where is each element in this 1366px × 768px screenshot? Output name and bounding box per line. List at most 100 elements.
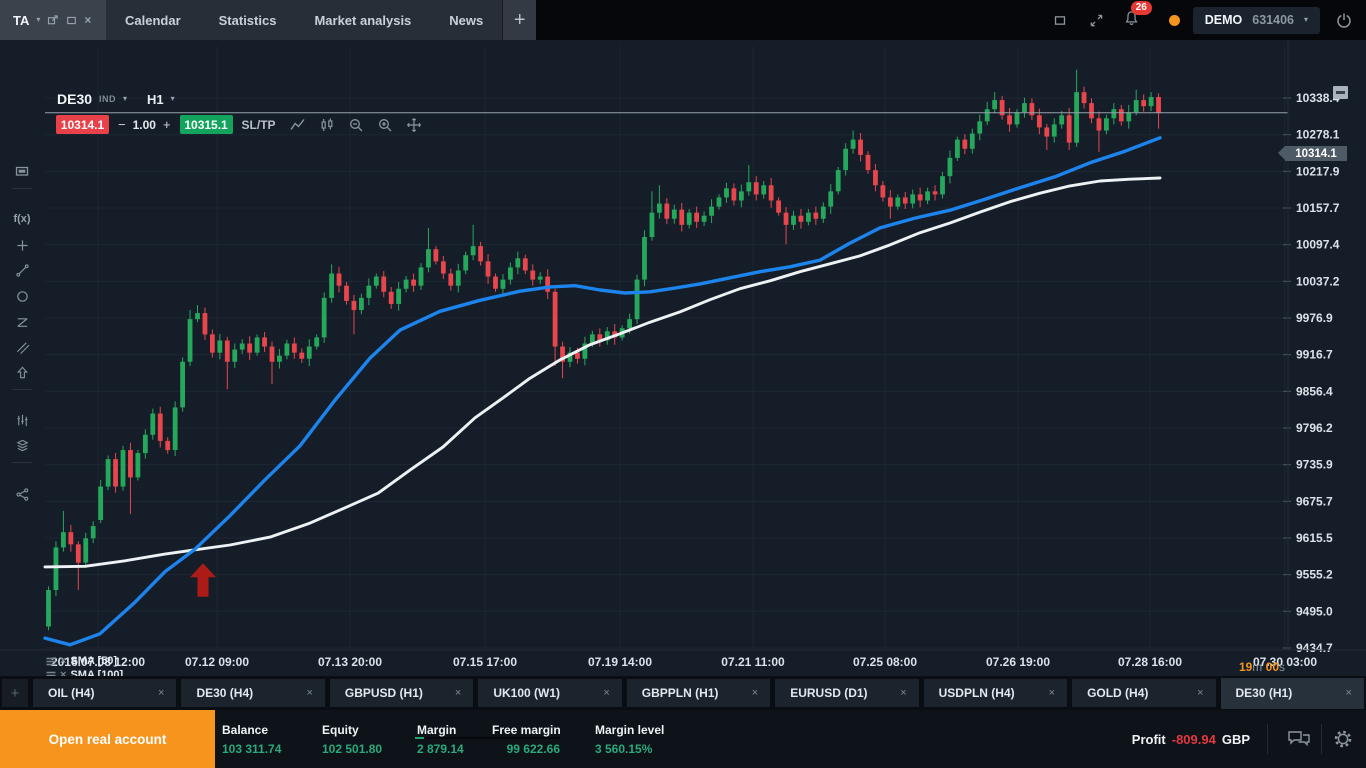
time-axis-label: 07.26 19:00 xyxy=(986,655,1050,669)
fullscreen-icon[interactable] xyxy=(1089,13,1104,28)
candlestick-chart-type-icon[interactable] xyxy=(319,117,335,133)
close-tab-icon[interactable]: × xyxy=(1345,687,1352,699)
sma-lines-layer xyxy=(43,136,1162,647)
status-bar: Open real account Balance 103 311.74 Equit… xyxy=(0,710,1366,768)
time-axis-label: 07.12 09:00 xyxy=(185,655,249,669)
fibonacci-tool-icon[interactable] xyxy=(0,313,44,331)
add-chart-tab-button[interactable]: + xyxy=(2,679,28,707)
price-axis-label: 9856.4 xyxy=(1296,384,1333,398)
indicator-settings-icon[interactable] xyxy=(46,657,56,666)
panels-layout-icon[interactable] xyxy=(0,162,44,180)
chart-workspace: 10338.4 10278.1 10217.9 10157.7 10097.4 10037… xyxy=(0,40,1366,681)
symbol-header: DE30 IND ▾ H1 ▾ xyxy=(57,91,175,107)
instrument-tab[interactable]: DE30 (H1) × xyxy=(1220,677,1364,709)
increase-volume-button[interactable]: + xyxy=(162,117,171,132)
price-axis-label: 9495.0 xyxy=(1296,604,1333,618)
chart-interval-icon[interactable] xyxy=(0,411,44,429)
time-axis-label: 07.13 20:00 xyxy=(318,655,382,669)
sltp-button[interactable]: SL/TP xyxy=(241,117,276,132)
top-tab-statistics[interactable]: Statistics xyxy=(218,12,277,28)
remove-indicator-icon[interactable]: × xyxy=(60,668,67,681)
top-bar: TA ▾ × Calendar Statistics Market analysis… xyxy=(0,0,1366,40)
top-tab-strip: Calendar Statistics Market analysis News xyxy=(106,0,503,40)
open-real-account-button[interactable]: Open real account xyxy=(0,710,215,768)
workspace-selector[interactable]: TA ▾ × xyxy=(0,0,106,40)
close-tab-icon[interactable]: × xyxy=(306,687,313,699)
chat-icon[interactable] xyxy=(1286,710,1312,768)
close-tab-icon[interactable]: × xyxy=(158,687,165,699)
chevron-down-icon: ▾ xyxy=(36,15,41,24)
account-type: DEMO xyxy=(1204,13,1243,27)
channel-tool-icon[interactable] xyxy=(0,338,44,356)
instrument-tab[interactable]: GOLD (H4) × xyxy=(1072,679,1216,707)
top-tab-calendar[interactable]: Calendar xyxy=(125,12,181,28)
account-selector[interactable]: DEMO 631406 ▾ xyxy=(1192,6,1320,34)
field-label: Margin level xyxy=(595,723,665,737)
chevron-down-icon[interactable]: ▾ xyxy=(170,94,175,103)
instrument-tab-label: GOLD (H4) xyxy=(1087,686,1149,700)
arrow-marker-tool-icon[interactable] xyxy=(0,363,44,381)
notifications-bell[interactable]: 26 xyxy=(1124,0,1152,31)
add-panel-button[interactable]: + xyxy=(502,0,537,40)
decrease-volume-button[interactable]: − xyxy=(118,117,126,132)
buy-button[interactable]: 10315.1 xyxy=(179,115,233,134)
account-number: 631406 xyxy=(1252,13,1294,27)
instrument-tab[interactable]: EURUSD (D1) × xyxy=(775,679,919,707)
sma-line xyxy=(43,176,1162,569)
top-tab-market-analysis[interactable]: Market analysis xyxy=(314,12,412,28)
price-axis-label: 10217.9 xyxy=(1296,164,1340,178)
line-chart-type-icon[interactable] xyxy=(289,117,306,132)
time-axis-label: 07.15 17:00 xyxy=(453,655,517,669)
panel-menu-icon[interactable] xyxy=(1333,86,1348,99)
close-tab-icon[interactable]: × xyxy=(1197,687,1204,699)
symbol-name[interactable]: DE30 xyxy=(57,91,93,107)
layers-icon[interactable] xyxy=(0,436,44,454)
restore-window-icon[interactable] xyxy=(1053,14,1067,27)
summary-field-margin: Margin 2 879.14 xyxy=(417,723,487,756)
ellipse-tool-icon[interactable] xyxy=(0,287,44,305)
logout-power-icon[interactable] xyxy=(1336,12,1352,28)
remove-indicator-icon[interactable]: × xyxy=(60,654,67,667)
instrument-tab[interactable]: UK100 (W1) × xyxy=(478,679,622,707)
interval-label[interactable]: H1 xyxy=(147,91,164,107)
candle-countdown-timer: 19m 00s xyxy=(1238,660,1285,674)
zoom-in-icon[interactable] xyxy=(377,117,393,133)
price-axis-label: 9555.2 xyxy=(1296,568,1333,582)
instrument-tab[interactable]: DE30 (H4) × xyxy=(181,679,325,707)
chevron-down-icon[interactable]: ▾ xyxy=(123,94,128,103)
close-tab-icon[interactable]: × xyxy=(603,687,610,699)
price-axis-label: 10097.4 xyxy=(1296,238,1340,252)
instrument-tab[interactable]: GBPUSD (H1) × xyxy=(329,679,474,707)
profit-currency: GBP xyxy=(1221,731,1250,747)
time-axis-label: 2016.07.08 12:00 xyxy=(51,655,145,669)
instrument-tab[interactable]: GBPPLN (H1) × xyxy=(626,679,771,707)
instrument-tab[interactable]: USDPLN (H4) × xyxy=(923,679,1068,707)
close-tab-icon[interactable]: × xyxy=(900,687,907,699)
field-value: 102 501.80 xyxy=(322,742,383,756)
field-value: 99 622.66 xyxy=(506,742,560,756)
zoom-out-icon[interactable] xyxy=(348,117,364,133)
popout-icon[interactable] xyxy=(47,14,59,26)
price-axis-label: 9796.2 xyxy=(1296,421,1333,435)
countdown-seconds: 00 xyxy=(1265,660,1279,674)
close-tab-icon[interactable]: × xyxy=(751,687,759,699)
crosshair-plus-icon[interactable] xyxy=(0,236,44,254)
sell-button[interactable]: 10314.1 xyxy=(56,115,109,134)
instrument-tab[interactable]: OIL (H4) × xyxy=(33,679,177,707)
move-chart-icon[interactable] xyxy=(406,117,422,133)
volume-value[interactable]: 1.00 xyxy=(132,117,156,132)
indicators-fx-icon[interactable]: f(x) xyxy=(13,213,31,225)
trendline-tool-icon[interactable] xyxy=(0,261,44,279)
instrument-tab-label: EURUSD (D1) xyxy=(790,686,868,700)
close-tab-icon[interactable]: × xyxy=(454,687,462,699)
price-chart[interactable]: 10338.4 10278.1 10217.9 10157.7 10097.4 10037… xyxy=(0,40,1366,676)
settings-gear-icon[interactable] xyxy=(1332,710,1354,768)
countdown-minutes: 19 xyxy=(1238,660,1253,674)
close-tab-icon[interactable]: × xyxy=(1048,687,1056,699)
trade-controls: 10314.1 − 1.00 + 10315.1 SL/TP xyxy=(56,115,422,134)
share-icon[interactable] xyxy=(0,485,44,503)
close-icon[interactable]: × xyxy=(84,13,92,27)
top-tab-news[interactable]: News xyxy=(449,12,484,28)
maximize-icon[interactable] xyxy=(66,15,77,26)
